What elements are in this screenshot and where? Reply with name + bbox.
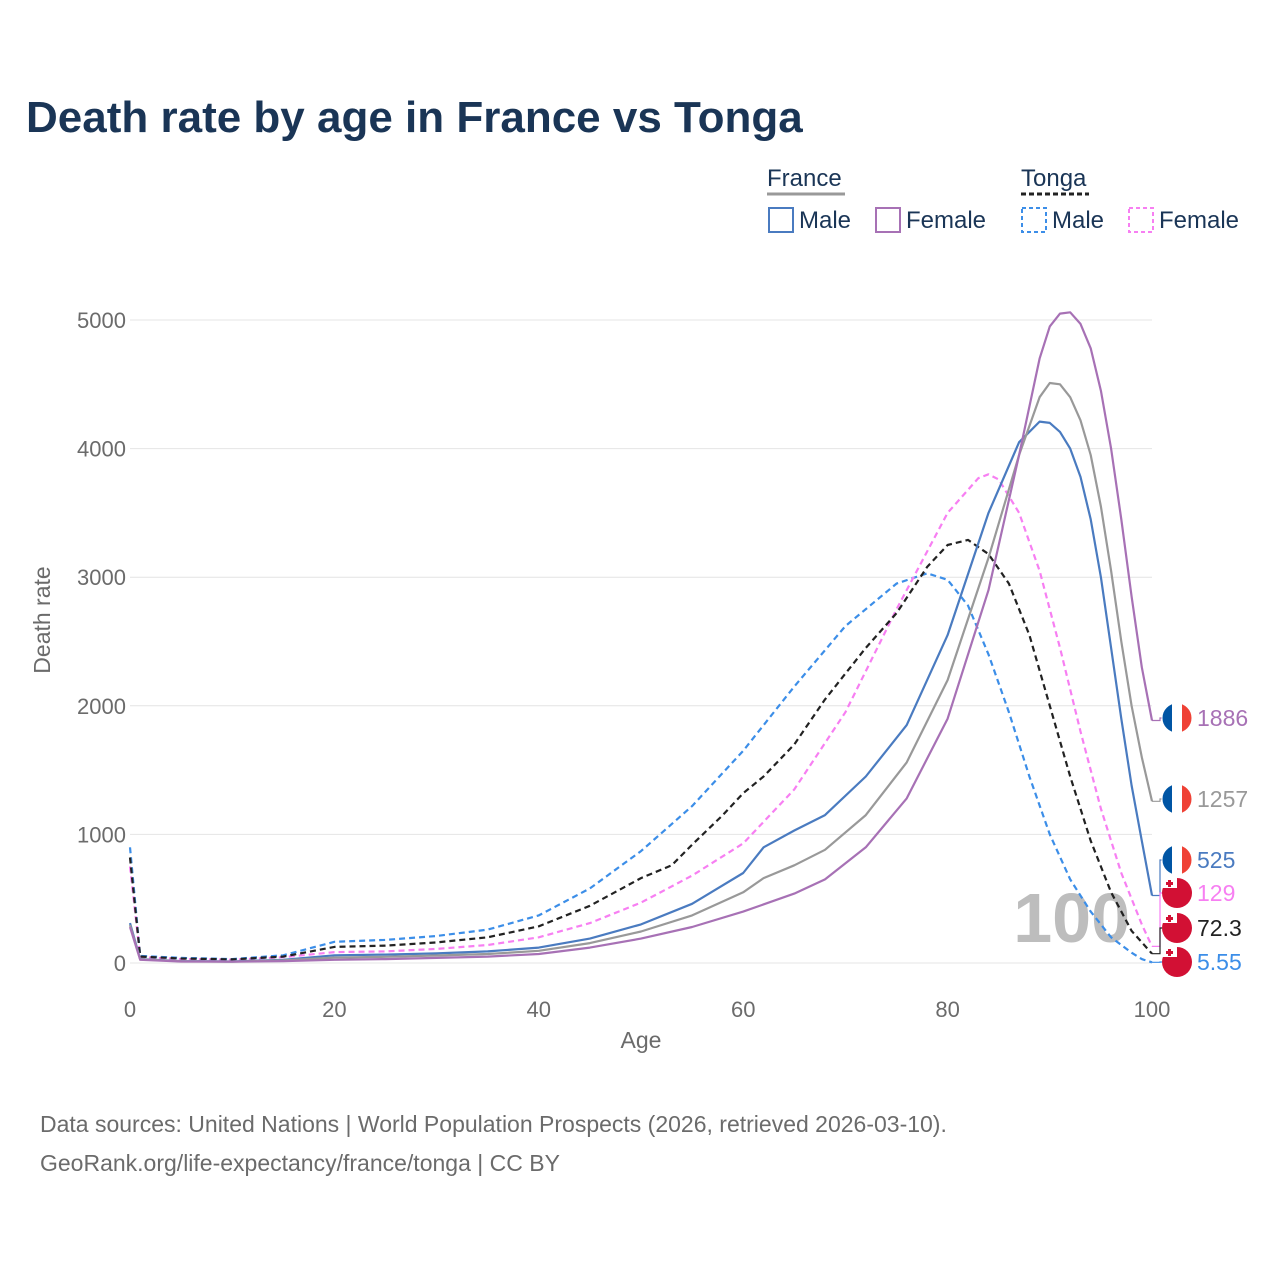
end-value-france-total: 1257 [1197,786,1248,812]
legend-tonga-female-swatch [1128,207,1154,233]
end-value-tonga-female: 129 [1197,880,1235,906]
y-tick-label: 5000 [77,308,126,333]
end-value-tonga-total: 72.3 [1197,915,1242,941]
end-connector [1152,798,1162,802]
y-tick-label: 4000 [77,437,126,462]
series-line-tonga-male [128,572,1153,964]
france-flag-icon [1161,844,1193,876]
series-line-france-total [128,381,1154,963]
end-connector [1152,892,1162,947]
source-line-1: Data sources: United Nations | World Pop… [40,1111,947,1137]
legend-france-male-swatch [768,207,794,233]
legend-france-female-swatch [875,207,901,233]
series-line-france-male [128,420,1154,963]
x-tick-label: 40 [527,997,551,1022]
end-connector [1152,859,1162,897]
gridlines [130,319,1152,964]
chart-title: Death rate by age in France vs Tonga [26,93,803,142]
end-value-france-female: 1886 [1197,705,1248,731]
y-axis-label: Death rate [29,566,55,673]
france-flag-icon [1161,783,1193,815]
legend-tonga-male-swatch [1021,207,1047,233]
end-value-tonga-male: 5.55 [1197,949,1242,975]
end-connector [1152,717,1162,722]
legend-france-male-label: Male [799,207,851,234]
y-axis-ticks: 0 1000 2000 3000 4000 5000 [77,308,126,976]
series-line-tonga-female [128,473,1153,961]
legend-france-female-label: Female [906,207,986,234]
end-connector [1152,927,1162,955]
source-line-2[interactable]: GeoRank.org/life-expectancy/france/tonga… [40,1150,560,1176]
x-tick-label: 60 [731,997,755,1022]
end-labels: 1886 1257 525 129 72.3 5.55 [1152,702,1248,977]
year-watermark: 100 [1013,879,1130,957]
y-tick-label: 1000 [77,822,126,847]
legend: France Tonga Male Female Male Female [767,165,1239,234]
series-line-france-female [128,311,1154,963]
series-lines [128,311,1154,964]
x-axis-label: Age [621,1027,662,1053]
y-tick-label: 3000 [77,565,126,590]
legend-group-france: France [767,165,842,192]
legend-tonga-female-label: Female [1159,207,1239,234]
tonga-flag-icon [1162,947,1192,977]
tonga-flag-icon [1162,913,1192,943]
end-value-france-male: 525 [1197,847,1235,873]
legend-tonga-male-label: Male [1052,207,1104,234]
series-line-tonga-total [128,538,1153,961]
y-tick-label: 2000 [77,694,126,719]
y-tick-label: 0 [114,951,126,976]
legend-group-tonga: Tonga [1021,165,1087,192]
tonga-flag-icon [1162,878,1192,908]
x-tick-label: 20 [322,997,346,1022]
x-tick-label: 80 [935,997,959,1022]
x-tick-label: 0 [124,997,136,1022]
france-flag-icon [1161,702,1193,734]
x-tick-label: 100 [1134,997,1171,1022]
x-axis-ticks: 0 20 40 60 80 100 [124,997,1170,1022]
